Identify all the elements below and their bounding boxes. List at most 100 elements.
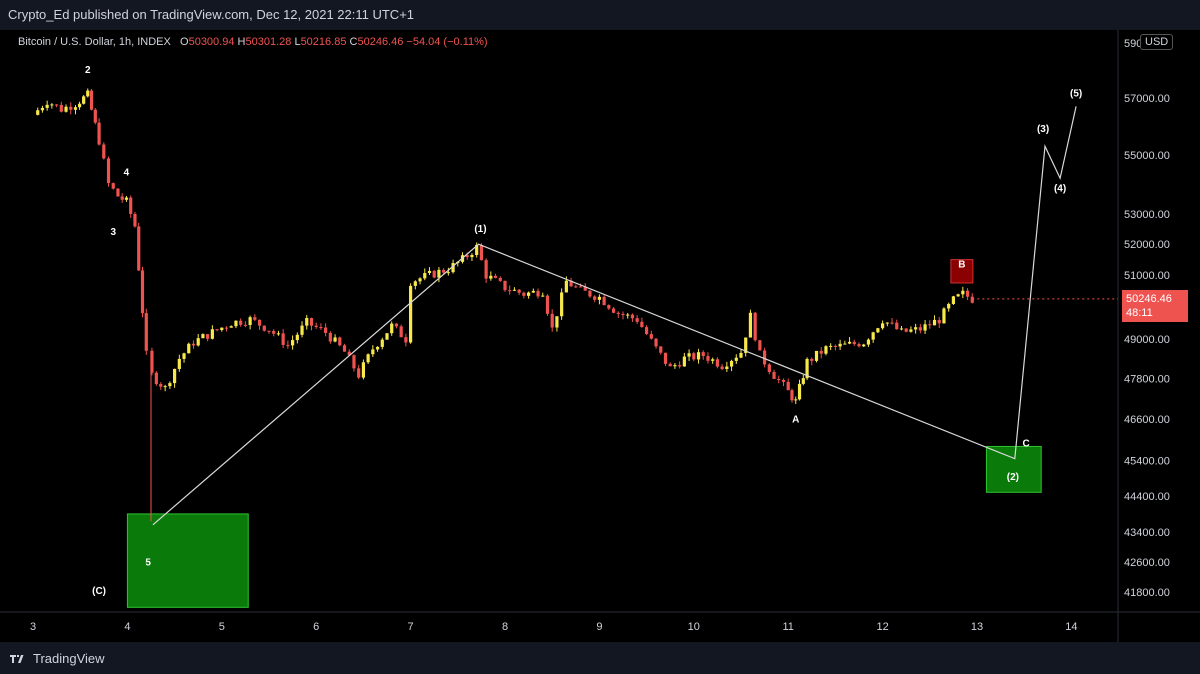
candle-body-123 — [607, 305, 611, 309]
candle-body-66 — [338, 337, 342, 346]
candle-body-0 — [36, 110, 40, 115]
candle-body-191 — [923, 324, 927, 331]
candle-body-183 — [885, 322, 889, 324]
candle-body-20 — [124, 197, 129, 200]
time-tick-10: 13 — [971, 621, 983, 633]
wave-label-11: (4) — [1054, 184, 1066, 195]
candle-body-67 — [342, 345, 347, 352]
candle-body-157 — [767, 364, 771, 373]
candle-body-5 — [59, 104, 63, 112]
wave-label-4: (C) — [92, 586, 106, 597]
candle-body-74 — [375, 346, 380, 350]
candle-body-47 — [248, 317, 252, 325]
high-label: H — [237, 36, 246, 48]
candle-body-11 — [86, 90, 90, 97]
candle-body-168 — [814, 350, 819, 361]
currency-button[interactable]: USD — [1140, 34, 1174, 50]
candle-body-147 — [720, 366, 724, 370]
open-value: 50300.94 — [188, 36, 235, 48]
candle-body-64 — [328, 332, 332, 342]
chart-pane[interactable]: 2435(C)(1)ABC(2)(3)(4)(5)59000.0057000.0… — [0, 30, 1200, 642]
time-tick-8: 11 — [782, 621, 793, 633]
candle-body-122 — [602, 296, 606, 306]
candle-body-114 — [564, 280, 568, 293]
low-label: L — [294, 36, 301, 48]
candle-body-2 — [45, 104, 49, 108]
candle-body-12 — [89, 90, 94, 110]
candle-body-150 — [734, 357, 738, 361]
candle-body-165 — [801, 378, 805, 384]
ohlc-legend: Bitcoin / U.S. Dollar, 1h, INDEX O50300.… — [18, 36, 488, 48]
candle-body-133 — [654, 338, 658, 347]
candle-body-83 — [418, 278, 422, 282]
candle-body-194 — [937, 319, 941, 324]
candle-body-40 — [215, 329, 219, 331]
price-chart[interactable]: 2435(C)(1)ABC(2)(3)(4)(5)59000.0057000.0… — [0, 30, 1200, 642]
candle-body-3 — [50, 104, 54, 106]
candle-body-161 — [786, 381, 790, 391]
elliott-projection-line — [152, 106, 1077, 526]
price-tick-3: 53000.00 — [1124, 209, 1170, 221]
candle-body-111 — [550, 313, 554, 328]
candle-body-140 — [687, 353, 691, 357]
candle-body-160 — [781, 379, 786, 382]
candle-body-143 — [701, 352, 705, 357]
candle-body-175 — [847, 341, 852, 344]
candle-body-200 — [965, 290, 970, 297]
candle-body-85 — [427, 270, 432, 274]
candle-body-177 — [857, 344, 861, 347]
candle-body-17 — [111, 183, 115, 189]
candle-body-101 — [503, 280, 507, 291]
candle-body-130 — [640, 321, 644, 328]
footer-bar: TradingView — [0, 642, 1200, 674]
candle-body-78 — [394, 323, 399, 327]
candle-body-29 — [163, 386, 167, 388]
candle-body-190 — [918, 327, 922, 331]
candle-body-124 — [611, 308, 616, 313]
candle-body-195 — [942, 308, 946, 324]
candle-body-138 — [678, 365, 682, 367]
candle-body-110 — [545, 295, 550, 314]
candle-body-149 — [729, 360, 734, 367]
candle-body-61 — [314, 325, 318, 328]
candle-body-115 — [569, 280, 573, 287]
candle-body-170 — [824, 346, 828, 354]
candle-body-109 — [541, 295, 545, 297]
candle-body-155 — [758, 340, 762, 351]
candle-body-156 — [763, 350, 767, 365]
candle-body-131 — [645, 327, 649, 335]
candle-body-77 — [390, 323, 394, 334]
candle-body-59 — [305, 318, 309, 326]
candle-body-171 — [829, 345, 833, 347]
candle-body-63 — [324, 327, 328, 333]
candle-body-98 — [489, 275, 493, 279]
candle-body-72 — [366, 354, 370, 363]
candle-body-68 — [347, 351, 351, 356]
candle-body-126 — [621, 313, 625, 316]
candle-body-187 — [904, 328, 908, 332]
candle-body-120 — [593, 296, 597, 300]
candle-body-51 — [267, 330, 271, 332]
candle-body-192 — [928, 324, 932, 326]
time-tick-11: 14 — [1065, 621, 1077, 633]
candle-body-164 — [797, 383, 802, 400]
candle-body-125 — [616, 312, 620, 314]
candle-body-23 — [137, 226, 141, 271]
candle-body-176 — [852, 341, 856, 345]
candle-body-1 — [40, 107, 45, 111]
candle-body-179 — [866, 339, 871, 345]
candle-body-146 — [715, 359, 719, 367]
wave-5-target-zone — [126, 513, 249, 608]
tradingview-logo[interactable]: TradingView — [10, 651, 105, 666]
candle-body-116 — [574, 286, 578, 288]
candle-body-86 — [432, 270, 436, 278]
candle-body-14 — [97, 122, 101, 145]
candle-body-162 — [790, 390, 794, 401]
candle-body-35 — [191, 343, 196, 346]
tradingview-logo-icon — [10, 654, 24, 663]
change-value: −54.04 (−0.11%) — [406, 36, 488, 48]
candle-body-81 — [409, 285, 413, 343]
candle-body-70 — [357, 368, 361, 378]
candle-body-182 — [881, 323, 885, 329]
candle-body-60 — [309, 318, 314, 326]
